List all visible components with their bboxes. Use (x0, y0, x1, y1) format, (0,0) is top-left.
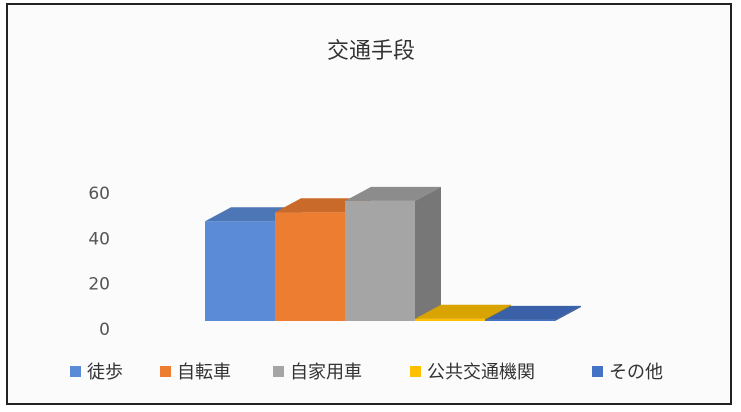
bar-front (485, 319, 555, 321)
legend-swatch (410, 366, 421, 377)
bar-3 (345, 186, 441, 321)
y-tick-label: 0 (99, 320, 110, 340)
legend-item: 自転車 (160, 362, 231, 383)
bar-front (275, 212, 345, 321)
legend-item: その他 (592, 362, 663, 383)
bar-series (205, 186, 581, 321)
y-axis: 0 20 40 60 (88, 184, 110, 340)
legend-swatch (273, 366, 284, 377)
legend-swatch (160, 366, 171, 377)
bar-side (555, 305, 581, 321)
bar-5 (485, 305, 581, 321)
legend-swatch (592, 366, 603, 377)
bar-top (485, 305, 581, 320)
legend-label: 徒歩 (87, 362, 123, 383)
legend-swatch (70, 366, 81, 377)
legend-label: 自転車 (177, 362, 231, 383)
bar-top (415, 304, 511, 319)
legend-label: その他 (609, 362, 663, 383)
legend-item: 徒歩 (70, 362, 123, 383)
bar-front (345, 200, 415, 321)
legend: 徒歩 自転車 自家用車 公共交通機関 その他 (70, 362, 663, 383)
bar-front (205, 221, 275, 321)
legend-label: 公共交通機関 (427, 362, 535, 383)
y-tick-label: 60 (88, 184, 110, 204)
legend-item: 公共交通機関 (410, 362, 535, 383)
legend-item: 自家用車 (273, 362, 362, 383)
chart-title: 交通手段 (327, 39, 415, 64)
legend-label: 自家用車 (290, 362, 362, 383)
bar-top (345, 186, 441, 201)
bar-front (415, 318, 485, 321)
bar-side (415, 186, 441, 321)
y-tick-label: 40 (88, 229, 110, 249)
y-tick-label: 20 (88, 275, 110, 295)
